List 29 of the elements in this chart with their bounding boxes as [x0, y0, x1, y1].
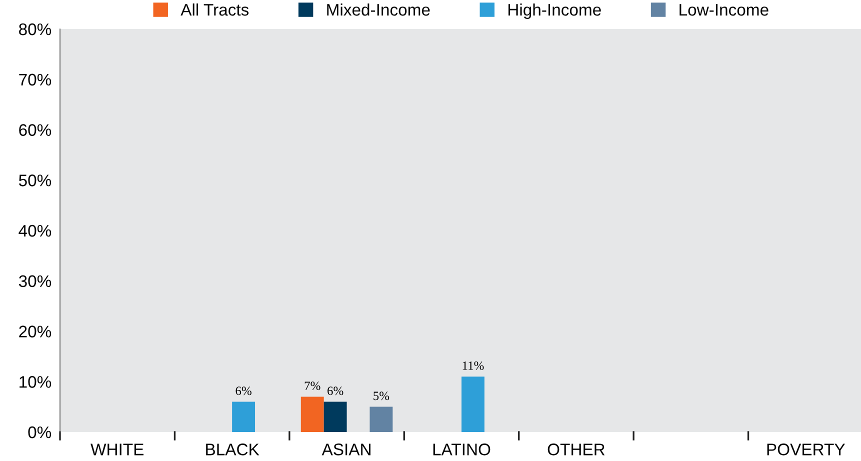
y-tick-label: 0%: [28, 426, 52, 438]
bar: [462, 376, 484, 432]
data-label: 7%: [304, 382, 320, 390]
y-tick-label: 60%: [19, 124, 52, 136]
x-tick-label: ASIAN: [322, 444, 370, 456]
x-tick-label: OTHER: [548, 444, 605, 456]
y-tick-label: 10%: [20, 376, 52, 388]
x-tick-label: LATINO: [433, 444, 490, 456]
y-tick-label: 40%: [18, 224, 52, 237]
x-tick-label: BLACK: [206, 444, 260, 456]
bar: [324, 402, 347, 432]
legend-label: Low-Income: [680, 4, 768, 16]
y-tick-label: 80%: [19, 23, 52, 36]
legend-label: Mixed-Income: [327, 3, 430, 16]
y-tick-label: 20%: [19, 326, 52, 338]
bar: [300, 396, 324, 432]
data-label: 11%: [462, 361, 484, 370]
data-label: 6%: [328, 386, 344, 396]
y-tick-label: 70%: [19, 74, 52, 86]
bar: [232, 402, 256, 432]
data-label: 5%: [374, 392, 390, 400]
data-label: 6%: [236, 386, 252, 396]
y-tick-label: 50%: [18, 174, 52, 186]
y-tick-label: 30%: [18, 275, 52, 288]
legend-label: All Tracts: [180, 3, 249, 16]
bar: [370, 406, 393, 432]
x-tick-label: POVERTY: [767, 444, 845, 456]
legend-label: High-Income: [508, 3, 601, 19]
x-tick-label: WHITE: [90, 444, 144, 456]
